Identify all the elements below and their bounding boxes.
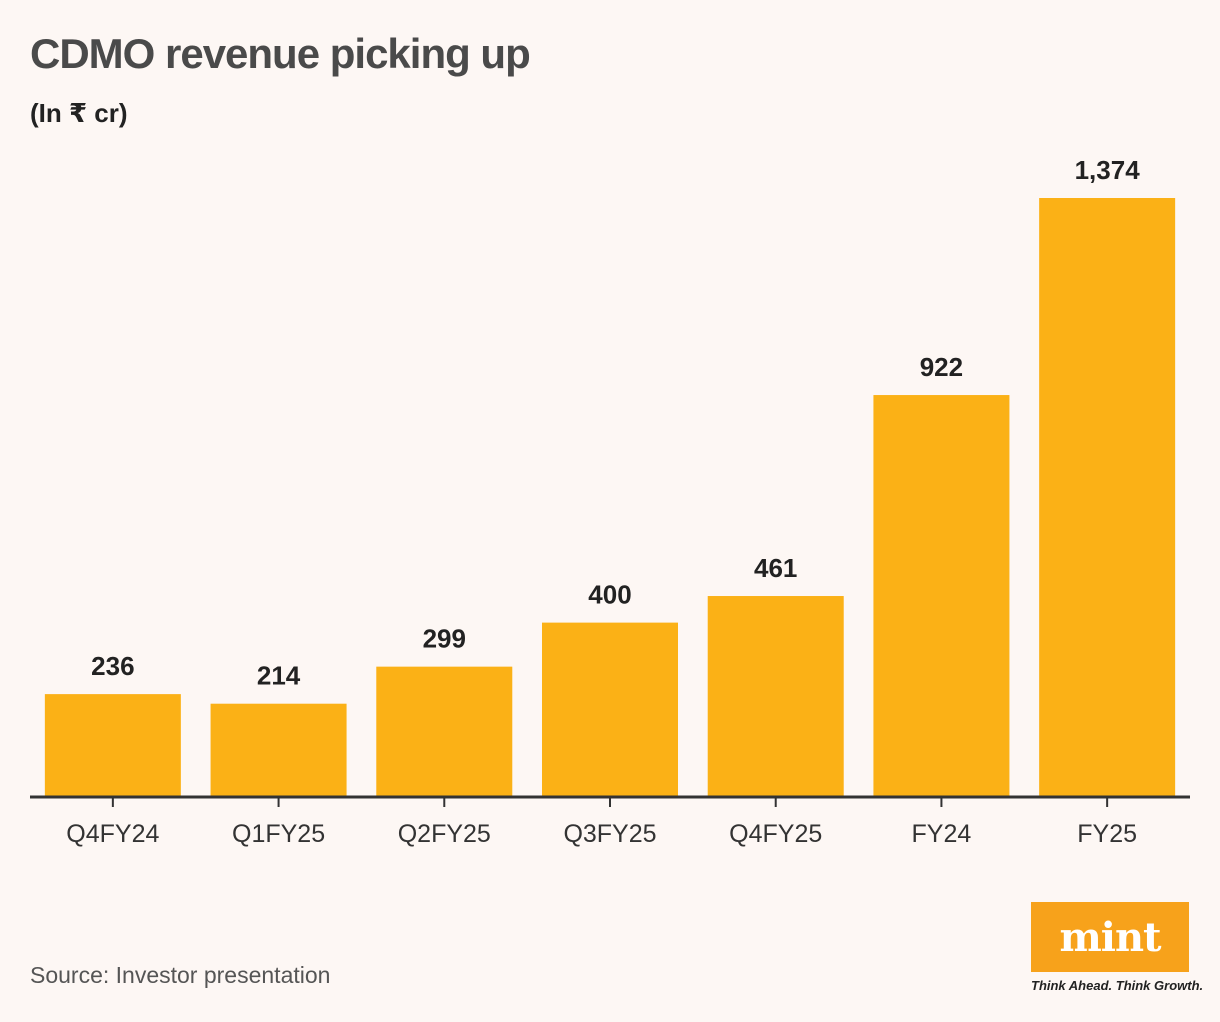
x-tick-label-q3fy25: Q3FY25 — [563, 820, 656, 848]
value-label-fy25: 1,374 — [1075, 155, 1141, 185]
x-tick-labels-group: Q4FY24 Q1FY25 Q2FY25 Q3FY25 Q4FY25 FY24 FY25 — [66, 820, 1137, 848]
bar-fy24 — [873, 395, 1010, 797]
bar-q3fy25 — [542, 622, 678, 797]
x-tick-label-q4fy25: Q4FY25 — [729, 820, 822, 848]
chart-subtitle: (In ₹ cr) — [30, 98, 128, 128]
x-ticks-group — [111, 797, 1109, 807]
x-tick-label-q4fy24: Q4FY24 — [66, 820, 159, 848]
chart-title: CDMO revenue picking up — [30, 30, 531, 77]
mint-logo-text: mint — [1059, 913, 1161, 961]
x-tick-label-q1fy25: Q1FY25 — [232, 820, 325, 848]
value-labels-group: 236 214 299 400 461 922 1,374 — [91, 155, 1140, 691]
bars-group — [44, 198, 1176, 797]
bar-q2fy25 — [376, 666, 513, 797]
mint-tagline: Think Ahead. Think Growth. — [1031, 978, 1204, 993]
bar-fy25 — [1039, 198, 1176, 797]
value-label-q4fy25: 461 — [754, 553, 797, 583]
x-tick-label-fy24: FY24 — [912, 820, 972, 848]
value-label-q3fy25: 400 — [588, 580, 631, 610]
x-tick-label-fy25: FY25 — [1077, 820, 1137, 848]
value-label-q1fy25: 214 — [257, 661, 301, 691]
bar-q4fy25 — [707, 596, 844, 797]
bar-q4fy24 — [44, 694, 181, 797]
value-label-q4fy24: 236 — [91, 651, 134, 681]
mint-logo: mint — [1031, 902, 1189, 972]
value-label-fy24: 922 — [920, 352, 963, 382]
x-tick-label-q2fy25: Q2FY25 — [398, 820, 491, 848]
value-label-q2fy25: 299 — [423, 624, 466, 654]
source-note: Source: Investor presentation — [30, 962, 331, 988]
bar-q1fy25 — [210, 703, 347, 797]
